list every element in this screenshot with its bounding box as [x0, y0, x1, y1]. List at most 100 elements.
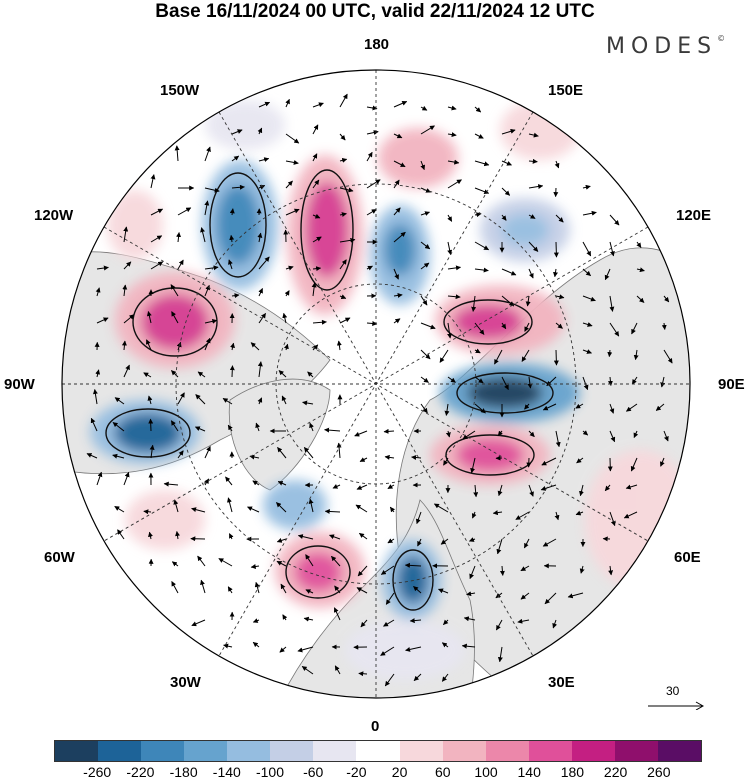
wind-arrow	[258, 256, 270, 270]
wind-arrow	[252, 618, 260, 623]
wind-arrow	[281, 395, 287, 405]
wind-arrow	[308, 498, 314, 513]
anomaly-weak-positive-se	[585, 450, 690, 590]
longitude-label-120e: 120E	[676, 207, 712, 224]
longitude-label-60e: 60E	[674, 549, 701, 566]
wind-arrow	[302, 400, 314, 406]
wind-arrow	[473, 484, 479, 498]
wind-arrow	[499, 565, 505, 576]
wind-arrow	[631, 376, 638, 385]
wind-arrow	[334, 585, 341, 594]
wind-arrow	[305, 589, 314, 594]
colorbar-swatch	[227, 741, 271, 761]
wind-arrow	[229, 234, 235, 243]
wind-arrow	[380, 565, 395, 575]
wind-arrow	[227, 424, 233, 432]
wind-arrow	[380, 646, 395, 656]
wind-arrow	[285, 265, 294, 271]
colorbar-tick-label: 180	[560, 764, 585, 780]
wind-arrow	[528, 241, 539, 252]
wind-arrow	[582, 322, 593, 327]
longitude-label-60w: 60W	[44, 549, 75, 566]
wind-arrow	[540, 484, 557, 491]
wind-arrow	[123, 314, 135, 324]
wind-arrow	[312, 266, 322, 272]
wind-arrow	[443, 619, 449, 625]
wind-arrow	[356, 484, 368, 490]
wind-arrow	[582, 376, 589, 391]
colorbar-swatch	[55, 741, 99, 761]
wind-arrow	[497, 430, 503, 437]
wind-arrow	[630, 457, 638, 472]
wind-arrow	[284, 290, 290, 297]
wind-arrow	[204, 265, 219, 271]
wind-arrow	[112, 422, 125, 432]
wind-arrow	[393, 268, 399, 280]
anomaly-negative-150e-core	[501, 214, 549, 246]
wind-arrow	[393, 133, 403, 139]
wind-arrow	[517, 618, 530, 624]
wind-arrow	[528, 430, 535, 438]
wind-arrow	[200, 579, 206, 594]
wind-arrow	[433, 503, 449, 513]
wind-arrow	[542, 538, 557, 547]
wind-arrow	[383, 619, 395, 627]
wind-arrow	[146, 311, 152, 324]
wind-arrow	[609, 322, 620, 337]
wind-arrow	[358, 671, 368, 677]
wind-arrow	[121, 340, 127, 351]
wind-arrow	[204, 478, 210, 486]
wind-arrow	[582, 268, 591, 277]
wind-arrow	[96, 471, 103, 486]
wind-arrow	[112, 453, 125, 459]
wind-arrow	[501, 214, 507, 221]
wind-arrow	[357, 565, 368, 577]
logo-text: MODES	[606, 34, 718, 59]
wind-arrow	[393, 160, 406, 168]
wind-arrow	[582, 184, 591, 190]
anomaly-negative-170w-core	[384, 224, 416, 276]
wind-arrow	[258, 157, 270, 163]
wind-arrow	[447, 294, 461, 300]
wind-arrow	[636, 295, 645, 303]
wind-arrow	[384, 454, 395, 460]
wind-arrow	[579, 484, 584, 497]
wind-arrow	[582, 295, 596, 302]
wind-arrow	[150, 235, 163, 243]
wind-arrow	[474, 322, 485, 335]
wind-arrow	[301, 665, 314, 675]
wind-arrow	[117, 529, 125, 540]
wind-arrow	[420, 262, 430, 270]
wind-arrow	[354, 430, 368, 437]
wind-arrow	[355, 504, 368, 513]
colorbar-swatch	[313, 741, 357, 761]
colorbar-tick-label: -260	[83, 764, 112, 780]
wind-arrow	[393, 207, 401, 216]
wind-arrow	[312, 179, 320, 189]
wind-arrow	[444, 403, 450, 416]
wind-arrow	[228, 533, 234, 540]
colorbar-swatch	[485, 741, 529, 761]
longitude-label-30e: 30E	[548, 674, 575, 691]
wind-arrow	[501, 322, 507, 330]
wind-arrow	[303, 447, 314, 459]
wind-arrow	[447, 132, 457, 138]
wind-arrow	[366, 208, 377, 216]
wind-arrow	[177, 392, 185, 405]
wind-arrow	[204, 318, 218, 324]
wind-arrow	[528, 484, 534, 497]
wind-arrow	[463, 616, 476, 622]
longitude-label-90e: 90E	[718, 376, 745, 393]
wind-arrow	[389, 506, 396, 513]
wind-arrow	[384, 673, 395, 687]
wind-arrow	[623, 511, 638, 519]
wind-arrow	[383, 428, 395, 434]
wind-arrow	[333, 607, 341, 621]
contour-line	[285, 545, 351, 599]
anomaly-positive-115e-core	[453, 304, 523, 340]
wind-arrow	[250, 342, 260, 351]
wind-arrow	[608, 565, 614, 576]
wind-arrow	[555, 294, 565, 300]
wind-arrow	[123, 364, 130, 378]
wind-arrow	[447, 376, 456, 383]
